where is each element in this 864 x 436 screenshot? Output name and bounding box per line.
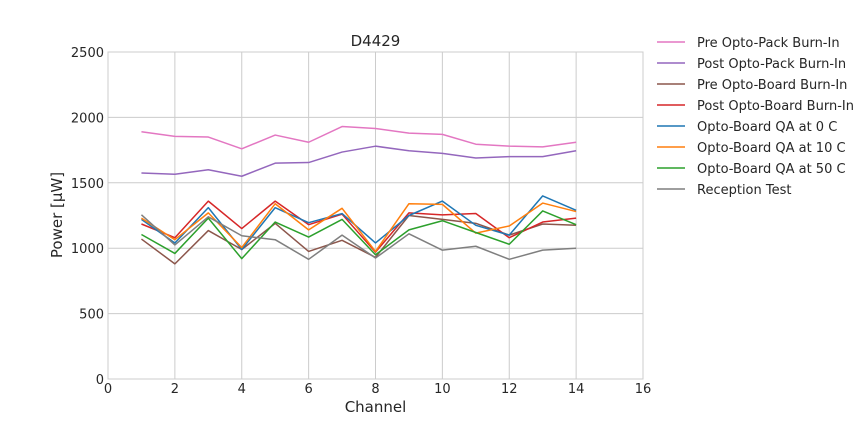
series-line-opto-board-qa-at-0-c: [141, 195, 577, 251]
y-tick-label: 500: [79, 308, 104, 323]
series-line-post-opto-pack-burn-in: [141, 145, 577, 178]
grid: [107, 51, 644, 380]
legend-label: Post Opto-Pack Burn-In: [697, 57, 846, 72]
series-line-pre-opto-pack-burn-in: [141, 125, 577, 150]
y-tick-label: 2500: [71, 46, 104, 61]
series-lines: [140, 125, 577, 265]
series-line-reception-test: [140, 214, 577, 261]
tick-labels: 0 2 4 6 8 10 12 14 16 0 500 1000 1500 2000 2500: [71, 46, 651, 397]
series-line-opto-board-qa-at-10-c: [141, 202, 577, 253]
y-tick-label: 0: [96, 373, 104, 388]
x-tick-label: 10: [434, 382, 451, 397]
y-tick-label: 1500: [71, 177, 104, 192]
y-axis-label: Power [μW]: [48, 172, 66, 258]
y-tick-label: 2000: [71, 111, 104, 126]
legend-label: Opto-Board QA at 50 C: [697, 162, 846, 177]
x-tick-label: 12: [501, 382, 518, 397]
chart-title: D4429: [351, 32, 401, 50]
legend-label: Pre Opto-Pack Burn-In: [697, 36, 840, 51]
x-tick-label: 0: [104, 382, 112, 397]
series-line-opto-board-qa-at-50-c: [141, 210, 577, 260]
x-tick-label: 16: [635, 382, 652, 397]
x-tick-label: 4: [238, 382, 246, 397]
x-tick-label: 2: [171, 382, 179, 397]
legend-label: Reception Test: [697, 183, 791, 198]
legend-label: Post Opto-Board Burn-In: [697, 99, 854, 114]
x-tick-label: 6: [304, 382, 312, 397]
x-axis-label: Channel: [345, 398, 407, 416]
legend-label: Opto-Board QA at 0 C: [697, 120, 837, 135]
x-tick-label: 8: [371, 382, 379, 397]
legend: Pre Opto-Pack Burn-In Post Opto-Pack Burn…: [657, 36, 854, 198]
legend-label: Opto-Board QA at 10 C: [697, 141, 846, 156]
y-tick-label: 1000: [71, 242, 104, 257]
x-tick-label: 14: [568, 382, 585, 397]
legend-label: Pre Opto-Board Burn-In: [697, 78, 847, 93]
